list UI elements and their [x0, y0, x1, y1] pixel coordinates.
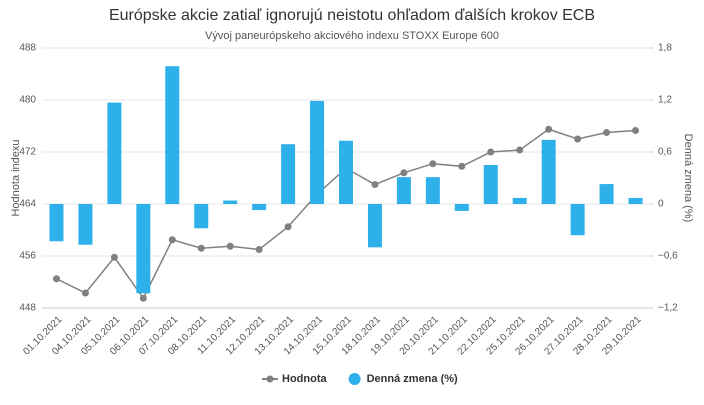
y-tick-label: 464	[19, 199, 36, 210]
chart-title: Európske akcie zatiaľ ignorujú neistotu …	[109, 7, 595, 24]
y2-tick-label: −1,2	[658, 303, 678, 314]
bar	[599, 184, 614, 204]
line-point	[226, 242, 234, 250]
line-point	[574, 135, 582, 143]
bar	[541, 139, 556, 204]
bar	[628, 197, 643, 204]
bar	[194, 204, 209, 229]
bar	[49, 204, 64, 242]
bar	[367, 204, 382, 248]
line-point	[197, 244, 205, 252]
bar	[136, 204, 151, 294]
bar	[310, 100, 325, 204]
bar	[570, 204, 585, 236]
bar	[252, 204, 267, 211]
legend-label[interactable]: Hodnota	[282, 373, 327, 385]
y2-tick-label: −0,6	[658, 251, 678, 262]
line-point	[458, 162, 466, 170]
line-point	[168, 236, 176, 244]
bar	[425, 177, 440, 204]
bar	[483, 165, 498, 204]
y-tick-label: 472	[19, 147, 36, 158]
line-point	[110, 253, 118, 261]
line-point	[400, 169, 408, 177]
bar	[512, 197, 527, 204]
line-point	[429, 160, 437, 168]
bar	[165, 66, 180, 204]
y2-tick-label: 0	[658, 199, 664, 210]
y-tick-label: 488	[19, 43, 36, 54]
y2-axis-title: Denná zmena (%)	[682, 134, 694, 223]
line-point	[284, 223, 292, 231]
bar	[396, 177, 411, 204]
bar	[107, 102, 122, 204]
line-point	[255, 246, 263, 253]
legend-label[interactable]: Denná zmena (%)	[367, 373, 458, 385]
line-point	[487, 148, 495, 156]
y-axis-title: Hodnota indexu	[10, 139, 22, 216]
line-point	[81, 289, 89, 297]
bar	[281, 144, 296, 204]
legend-marker	[266, 375, 274, 383]
y-tick-label: 480	[19, 95, 36, 106]
y2-tick-label: 1,2	[658, 95, 672, 106]
bar	[454, 204, 469, 211]
line-point	[371, 181, 379, 188]
chart-subtitle: Vývoj paneurópskeho akciového indexu STO…	[205, 30, 499, 42]
y-tick-label: 456	[19, 251, 36, 262]
line-point	[545, 125, 553, 133]
y-tick-label: 448	[19, 303, 36, 314]
line-point	[52, 275, 60, 283]
bar	[339, 140, 353, 204]
line-point	[516, 146, 524, 154]
bar	[78, 204, 93, 245]
bar	[223, 200, 238, 204]
line-point	[632, 127, 640, 135]
line-point	[139, 294, 147, 302]
legend-marker	[348, 373, 361, 385]
line-point	[603, 129, 611, 136]
y2-tick-label: 0,6	[658, 147, 672, 158]
y2-tick-label: 1,8	[658, 43, 672, 54]
